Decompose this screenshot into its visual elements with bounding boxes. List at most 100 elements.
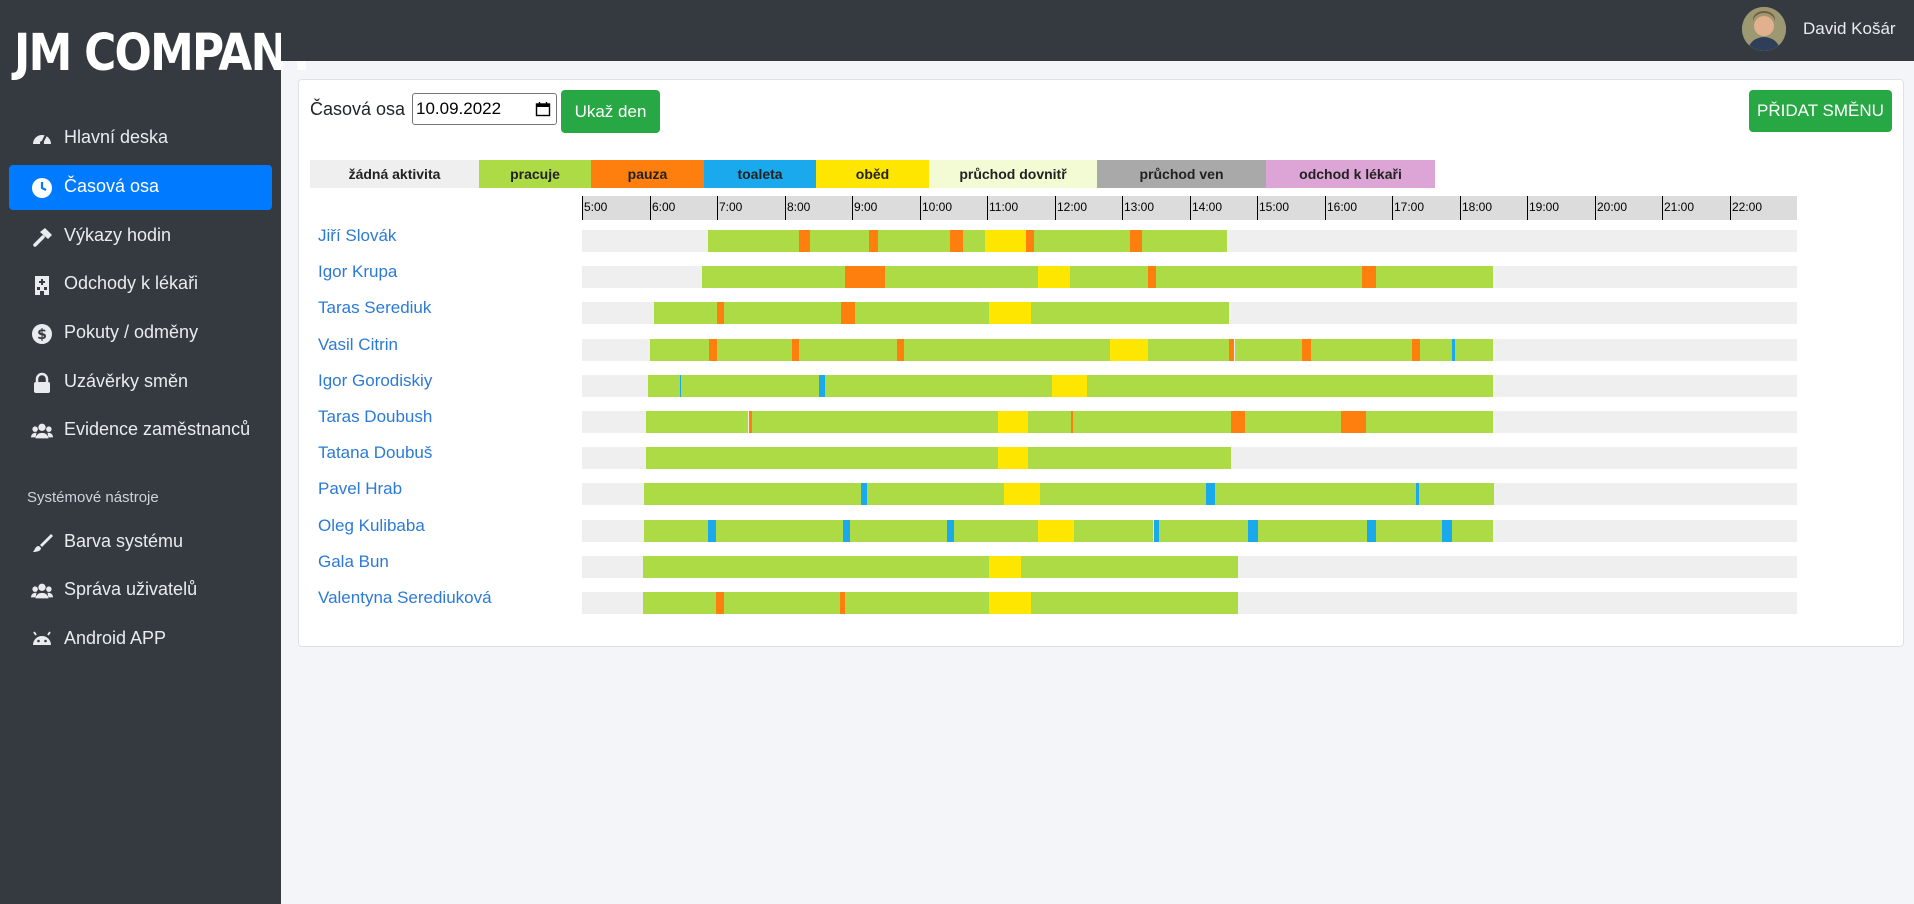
activity-segment[interactable]: [1129, 230, 1143, 252]
activity-segment[interactable]: [1003, 483, 1040, 505]
activity-segment[interactable]: [792, 339, 800, 361]
activity-segment[interactable]: [825, 375, 1053, 397]
activity-segment[interactable]: [1037, 520, 1074, 542]
activity-segment[interactable]: [984, 230, 1027, 252]
activity-segment[interactable]: [1215, 483, 1416, 505]
activity-segment[interactable]: [1206, 483, 1216, 505]
activity-segment[interactable]: [748, 411, 752, 433]
activity-segment[interactable]: [723, 592, 840, 614]
activity-segment[interactable]: [751, 411, 999, 433]
activity-segment[interactable]: [1039, 483, 1207, 505]
activity-segment[interactable]: [1155, 266, 1362, 288]
calendar-icon[interactable]: [535, 101, 551, 117]
employee-name[interactable]: Valentyna Serediuková: [318, 588, 492, 607]
activity-segment[interactable]: [642, 592, 716, 614]
activity-segment[interactable]: [845, 266, 885, 288]
activity-segment[interactable]: [1420, 339, 1452, 361]
sidebar-item-doctor-leaves[interactable]: Odchody k lékaři: [9, 262, 272, 307]
activity-segment[interactable]: [855, 302, 990, 324]
employee-name[interactable]: Igor Krupa: [318, 262, 398, 281]
employee-name[interactable]: Jiří Slovák: [318, 226, 397, 245]
date-input[interactable]: [412, 93, 557, 125]
activity-segment[interactable]: [642, 556, 990, 578]
activity-segment[interactable]: [1244, 411, 1342, 433]
activity-segment[interactable]: [1027, 411, 1072, 433]
employee-name[interactable]: Taras Doubush: [318, 407, 433, 426]
activity-segment[interactable]: [1027, 447, 1232, 469]
activity-segment[interactable]: [649, 339, 710, 361]
activity-segment[interactable]: [643, 483, 861, 505]
activity-segment[interactable]: [845, 592, 990, 614]
activity-segment[interactable]: [1302, 339, 1311, 361]
employee-name[interactable]: Taras Serediuk: [318, 298, 432, 317]
activity-segment[interactable]: [648, 375, 680, 397]
activity-segment[interactable]: [1072, 411, 1232, 433]
activity-segment[interactable]: [1234, 339, 1302, 361]
activity-segment[interactable]: [1367, 520, 1377, 542]
activity-segment[interactable]: [1159, 520, 1248, 542]
activity-segment[interactable]: [723, 302, 841, 324]
activity-segment[interactable]: [709, 339, 717, 361]
activity-segment[interactable]: [897, 339, 904, 361]
activity-segment[interactable]: [1415, 483, 1419, 505]
user-name[interactable]: David Košár: [1803, 19, 1896, 38]
activity-segment[interactable]: [1311, 339, 1413, 361]
activity-segment[interactable]: [679, 375, 682, 397]
activity-segment[interactable]: [868, 230, 878, 252]
activity-segment[interactable]: [1412, 339, 1421, 361]
activity-segment[interactable]: [861, 483, 867, 505]
activity-segment[interactable]: [1419, 483, 1495, 505]
activity-segment[interactable]: [949, 230, 964, 252]
activity-segment[interactable]: [1153, 520, 1160, 542]
sidebar-item-user-management[interactable]: Správa uživatelů: [9, 568, 272, 613]
activity-segment[interactable]: [646, 447, 999, 469]
avatar[interactable]: [1742, 7, 1786, 51]
activity-segment[interactable]: [715, 520, 843, 542]
activity-segment[interactable]: [1087, 375, 1494, 397]
sidebar-item-dashboard[interactable]: Hlavní deska: [9, 116, 272, 161]
activity-segment[interactable]: [1147, 339, 1229, 361]
sidebar-item-employees[interactable]: Evidence zaměstnanců: [9, 408, 272, 453]
activity-segment[interactable]: [819, 375, 825, 397]
activity-segment[interactable]: [1376, 520, 1442, 542]
activity-segment[interactable]: [877, 230, 950, 252]
activity-segment[interactable]: [799, 230, 811, 252]
activity-segment[interactable]: [998, 447, 1028, 469]
activity-segment[interactable]: [839, 592, 846, 614]
activity-segment[interactable]: [1052, 375, 1088, 397]
activity-segment[interactable]: [1361, 266, 1377, 288]
sidebar-item-system-color[interactable]: Barva systému: [9, 520, 272, 565]
activity-segment[interactable]: [1030, 592, 1238, 614]
activity-segment[interactable]: [1142, 230, 1227, 252]
activity-segment[interactable]: [1231, 411, 1245, 433]
activity-segment[interactable]: [1258, 520, 1368, 542]
activity-segment[interactable]: [654, 302, 717, 324]
activity-segment[interactable]: [643, 520, 708, 542]
activity-segment[interactable]: [708, 230, 800, 252]
sidebar-item-timesheets[interactable]: Výkazy hodin: [9, 214, 272, 259]
activity-segment[interactable]: [681, 375, 820, 397]
activity-segment[interactable]: [903, 339, 1110, 361]
employee-name[interactable]: Gala Bun: [318, 552, 389, 571]
sidebar-item-fines-rewards[interactable]: $ Pokuty / odměny: [9, 311, 272, 356]
activity-segment[interactable]: [1228, 339, 1235, 361]
activity-segment[interactable]: [715, 592, 724, 614]
activity-segment[interactable]: [1455, 339, 1494, 361]
activity-segment[interactable]: [1109, 339, 1148, 361]
activity-segment[interactable]: [843, 520, 850, 542]
activity-segment[interactable]: [998, 411, 1028, 433]
employee-name[interactable]: Oleg Kulibaba: [318, 516, 425, 535]
activity-segment[interactable]: [1376, 266, 1494, 288]
activity-segment[interactable]: [799, 339, 897, 361]
activity-segment[interactable]: [1248, 520, 1259, 542]
employee-name[interactable]: Vasil Citrin: [318, 335, 398, 354]
activity-segment[interactable]: [866, 483, 1004, 505]
activity-segment[interactable]: [1341, 411, 1367, 433]
employee-name[interactable]: Pavel Hrab: [318, 479, 403, 498]
activity-segment[interactable]: [702, 266, 846, 288]
activity-segment[interactable]: [1070, 266, 1148, 288]
activity-segment[interactable]: [810, 230, 869, 252]
activity-segment[interactable]: [1020, 556, 1238, 578]
activity-segment[interactable]: [1030, 302, 1229, 324]
activity-segment[interactable]: [708, 520, 716, 542]
